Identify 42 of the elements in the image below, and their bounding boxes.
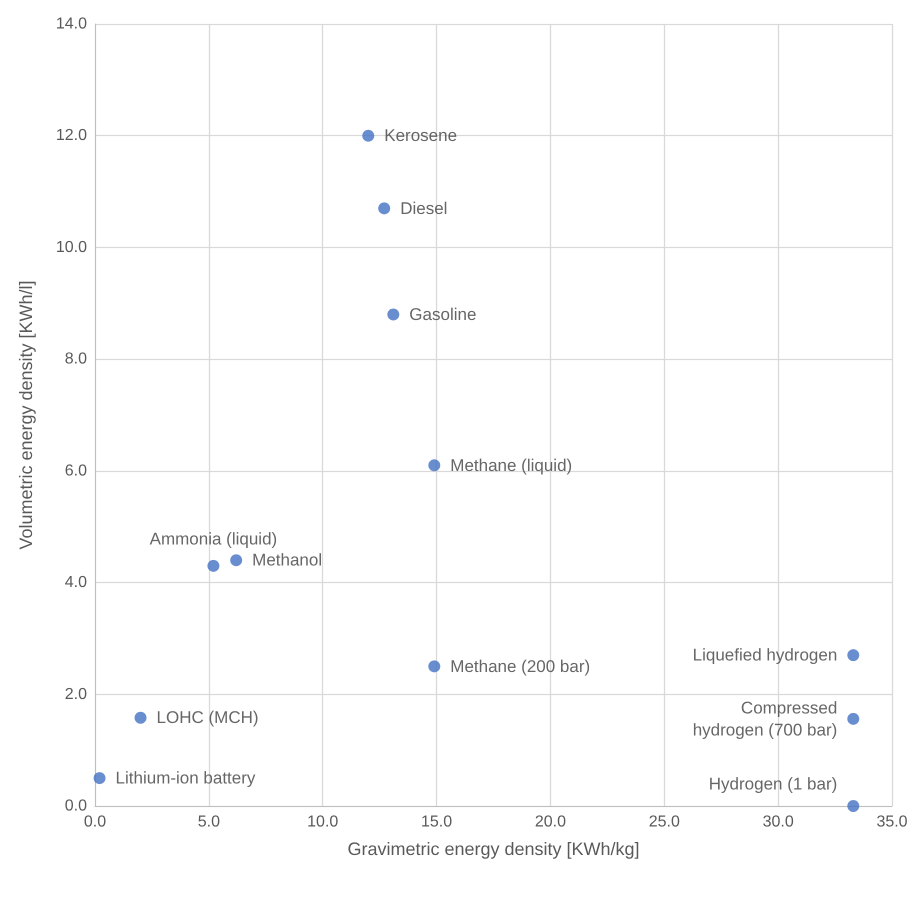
- point: [847, 800, 860, 812]
- annotation: Gasoline: [409, 304, 476, 324]
- annotation: Hydrogen (1 bar): [708, 774, 838, 794]
- annotation: Compressed hydrogen (700 bar): [692, 698, 838, 740]
- y-tick-label: 10.0: [56, 238, 88, 256]
- x-tick-label: 20.0: [534, 814, 566, 830]
- y-tick-label: 2.0: [64, 686, 88, 703]
- point: [428, 459, 440, 472]
- point: [230, 554, 242, 566]
- y-tick-label: 0.0: [64, 798, 88, 814]
- y-tick-label: 12.0: [56, 127, 88, 144]
- annotation: Diesel: [400, 198, 448, 218]
- x-tick-label: 25.0: [648, 814, 680, 830]
- annotation: Methane (200 bar): [450, 656, 590, 676]
- y-tick-label: 4.0: [64, 574, 88, 592]
- point: [378, 202, 390, 214]
- x-tick-label: 0.0: [84, 814, 106, 830]
- x-tick-label: 30.0: [762, 814, 794, 830]
- point: [94, 772, 106, 784]
- point: [428, 660, 440, 672]
- x-tick-label: 35.0: [876, 814, 908, 830]
- annotation: Ammonia (liquid): [150, 529, 278, 548]
- point: [134, 712, 147, 724]
- y-tick-label: 14.0: [56, 16, 88, 32]
- annotation: LOHC (MCH): [156, 708, 259, 728]
- x-tick-label: 10.0: [307, 814, 338, 830]
- x-tick-label: 5.0: [198, 814, 220, 830]
- annotation: Kerosene: [384, 126, 458, 146]
- annotation: Methanol: [252, 550, 322, 570]
- y-tick-label: 8.0: [64, 350, 88, 368]
- annotation: Lithium-ion battery: [116, 768, 256, 788]
- y-tick-label: 6.0: [64, 462, 88, 480]
- point: [847, 712, 860, 725]
- point: [207, 560, 220, 572]
- point: [362, 130, 374, 142]
- point: [847, 649, 860, 662]
- y-axis-title: Volumetric energy density [KWh/l]: [16, 280, 36, 550]
- point: [387, 308, 400, 320]
- annotation: Methane (liquid): [450, 456, 572, 475]
- x-tick-label: 15.0: [421, 814, 452, 830]
- annotation: Liquefied hydrogen: [692, 646, 838, 665]
- x-axis-title: Gravimetric energy density [KWh/kg]: [347, 839, 640, 859]
